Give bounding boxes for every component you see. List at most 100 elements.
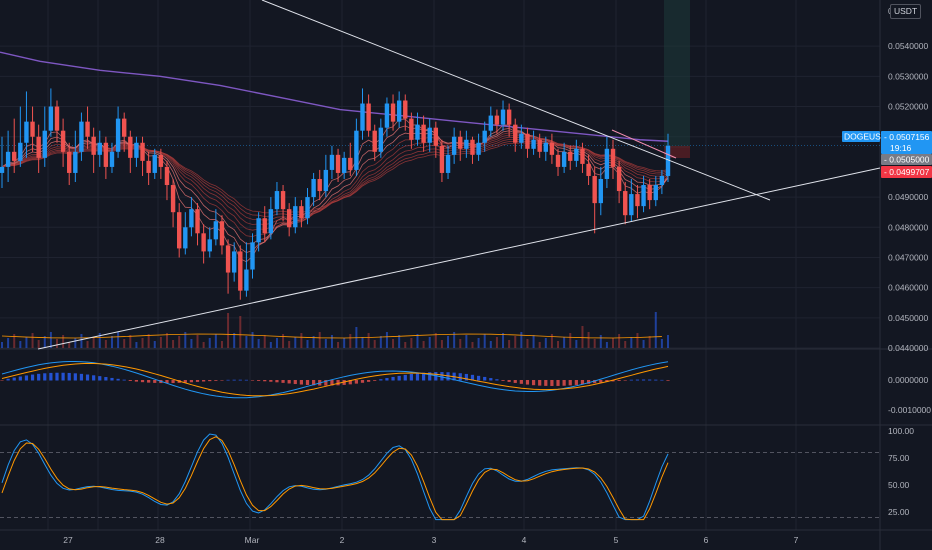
volume-bar <box>526 339 529 348</box>
macd-histogram-bar <box>6 378 10 381</box>
volume-bar <box>385 332 388 348</box>
candle-body <box>568 151 573 161</box>
macd-histogram-bar <box>214 380 218 381</box>
candle-body <box>183 227 188 249</box>
volume-bar <box>392 339 395 348</box>
candle-body <box>354 130 359 170</box>
macd-histogram-bar <box>531 380 536 386</box>
macd-pane <box>0 361 670 399</box>
candle-body <box>366 103 371 131</box>
candle-body <box>286 209 292 228</box>
candlesticks[interactable] <box>0 88 671 300</box>
candle-body <box>42 130 47 158</box>
macd-histogram-bar <box>324 380 328 386</box>
volume-bar <box>624 341 627 348</box>
volume-bar <box>214 334 217 348</box>
time-tick-label: Mar <box>245 535 260 545</box>
price-tick-label: 0.0440000 <box>888 343 928 353</box>
price-axis[interactable]: 0.05400000.05300000.05200000.05100000.04… <box>888 6 931 517</box>
stop-zone <box>664 146 690 158</box>
candle-body <box>207 239 212 252</box>
candle-body <box>317 178 322 192</box>
macd-histogram-bar <box>415 373 420 381</box>
volume-bar <box>135 342 138 348</box>
volume-bar <box>373 340 376 348</box>
volume-bar <box>129 335 132 348</box>
time-tick-label: 3 <box>432 535 437 545</box>
volume-bar <box>538 342 541 348</box>
candle-body <box>60 130 66 152</box>
candle-body <box>519 133 524 143</box>
volume-bar <box>483 334 486 348</box>
volume-bar <box>300 333 303 348</box>
volume-bar <box>220 341 223 348</box>
volume-bar <box>324 339 327 348</box>
candle-body <box>647 185 652 201</box>
volume-bar <box>587 332 590 348</box>
current-price-tag <box>881 131 932 154</box>
candle-body <box>146 160 151 173</box>
volume-bar <box>660 339 663 348</box>
signal-line <box>1 362 669 397</box>
volume-bar <box>404 342 407 348</box>
candle-body <box>103 142 109 167</box>
candle-body <box>537 139 542 152</box>
candle-body <box>231 251 237 273</box>
candle-body <box>164 166 170 186</box>
candle-body <box>641 185 646 207</box>
ascending-trendline <box>37 167 881 350</box>
candle-body <box>36 136 41 158</box>
volume-bar <box>379 336 382 348</box>
macd-histogram-bar <box>189 380 194 383</box>
candle-body <box>372 130 377 152</box>
volume-bar <box>172 340 175 348</box>
macd-histogram-bar <box>49 372 53 381</box>
macd-histogram-bar <box>495 379 499 381</box>
macd-histogram-bar <box>299 380 303 385</box>
candle-body <box>574 148 579 161</box>
macd-tick-label: -0.0010000 <box>888 405 931 415</box>
candle-body <box>67 151 72 173</box>
macd-histogram-bar <box>507 380 511 382</box>
short-trendline <box>611 129 677 159</box>
currency-selector[interactable]: USDT <box>890 4 922 19</box>
macd-histogram-bar <box>43 373 47 381</box>
candle-body <box>506 109 512 125</box>
volume-bar <box>410 338 413 348</box>
macd-histogram-bar <box>183 380 187 383</box>
volume-bar <box>269 342 272 348</box>
macd-tick-label: 0.0000000 <box>888 375 928 385</box>
volume-bar <box>25 337 28 348</box>
candle-body <box>500 109 506 125</box>
candle-body <box>427 127 432 143</box>
candle-body <box>213 221 219 240</box>
volume-bar <box>593 339 596 348</box>
trendlines[interactable] <box>37 0 881 350</box>
volume-bar <box>648 336 651 348</box>
stoch-k-line <box>1 433 669 521</box>
volume-bar <box>654 312 657 348</box>
stoch-d-line <box>1 436 669 521</box>
macd-line <box>1 361 669 399</box>
macd-histogram-bar <box>312 380 316 386</box>
macd-histogram-bar <box>122 379 126 381</box>
macd-histogram-bar <box>37 373 41 381</box>
stochastic-pane <box>0 433 880 521</box>
volume-bar <box>599 335 602 348</box>
volume-bar <box>123 339 126 348</box>
volume-bar <box>514 336 517 348</box>
time-axis[interactable]: 27 28 Mar 2 3 4 5 6 7 <box>63 535 798 545</box>
macd-histogram-bar <box>599 380 603 383</box>
candle-body <box>91 136 96 155</box>
candle-body <box>305 197 310 219</box>
candle-body <box>268 209 274 234</box>
symbol-tag-label: DOGEUSDT <box>844 132 892 142</box>
volume-bar <box>471 342 474 348</box>
macd-histogram-bar <box>73 373 77 381</box>
candle-body <box>24 121 29 143</box>
volume-bar <box>239 316 242 348</box>
macd-histogram-bar <box>92 375 96 381</box>
macd-histogram-bar <box>202 380 206 382</box>
